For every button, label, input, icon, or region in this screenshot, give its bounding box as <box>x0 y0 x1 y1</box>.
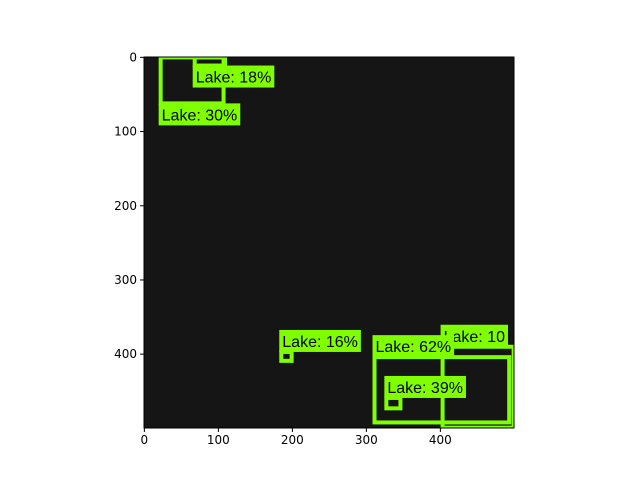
detection-label: Lake: 30% <box>162 107 238 124</box>
label-background <box>192 65 275 88</box>
detection-label: Lake: 39% <box>387 380 463 397</box>
label-background <box>440 324 508 347</box>
y-tick-label: 0 <box>129 50 137 64</box>
x-tick-label: 200 <box>281 433 304 447</box>
y-tick-label: 400 <box>114 347 137 361</box>
label-background <box>279 329 361 352</box>
axes-frame <box>143 56 515 429</box>
x-tick-label: 100 <box>207 433 230 447</box>
label-background <box>372 335 455 358</box>
plot-area: Lake: 30%Lake: 18%Lake: 16% Lake: 10Lake:… <box>144 57 514 428</box>
detection-label: Lake: 10 <box>444 329 505 346</box>
y-tick-label: 100 <box>114 125 137 139</box>
y-tick-label: 300 <box>114 273 137 287</box>
detection-label: Lake: 16% <box>282 334 358 351</box>
x-tick-label: 300 <box>355 433 378 447</box>
x-tick-label: 0 <box>141 433 149 447</box>
detection-label: Lake: 62% <box>376 339 452 356</box>
label-background <box>384 375 466 398</box>
y-tick-label: 200 <box>114 199 137 213</box>
x-tick-label: 400 <box>429 433 452 447</box>
label-background <box>158 103 241 126</box>
detection-label: Lake: 18% <box>196 70 272 87</box>
